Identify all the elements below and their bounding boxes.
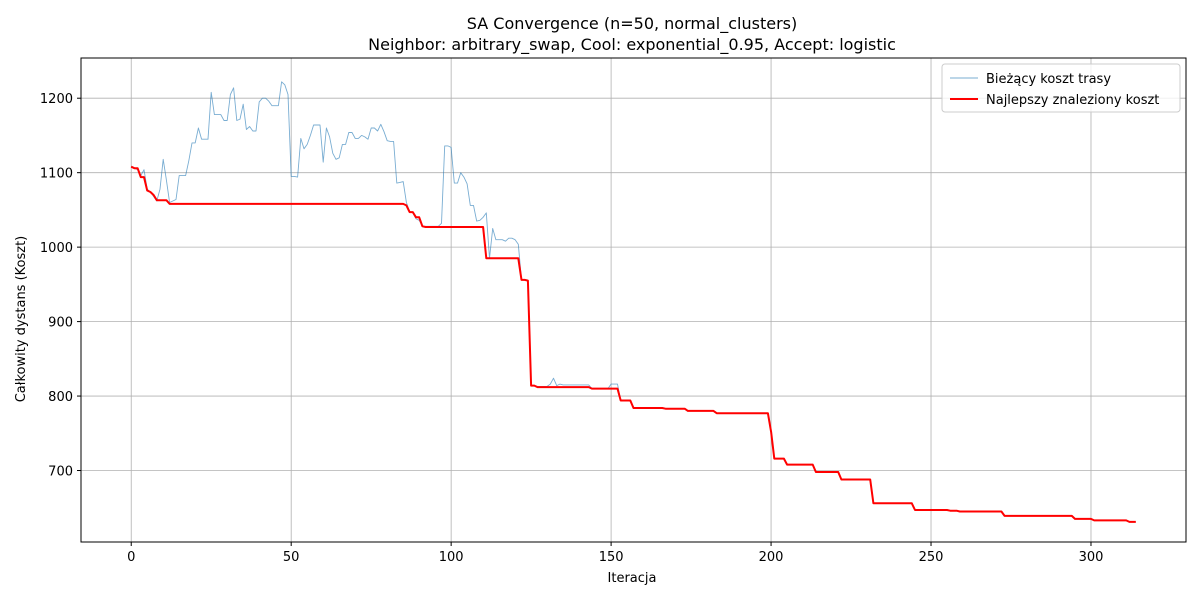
chart-title: SA Convergence (n=50, normal_clusters) [467,14,797,34]
plot-area-frame [80,57,1187,543]
x-axis-label: Iteracja [608,571,657,586]
series-best-cost-line [130,165,1136,523]
series-lines [130,81,1136,523]
x-tick-label: 50 [283,550,300,565]
y-axis-label: Całkowity dystans (Koszt) [14,236,29,403]
x-tick-label: 150 [599,550,624,565]
legend-label-best-cost: Najlepszy znaleziony koszt [986,93,1159,108]
x-tick-label: 300 [1079,550,1104,565]
x-tick-label: 100 [439,550,464,565]
y-tick-label: 700 [48,465,73,480]
grid [81,58,1186,542]
y-tick-label: 1200 [40,92,73,107]
y-tick-label: 1100 [40,167,73,182]
x-tick-label: 0 [127,550,135,565]
y-tick-label: 1000 [40,241,73,256]
y-tick-label: 800 [48,390,73,405]
legend-box [941,63,1181,113]
x-tick-label: 250 [919,550,944,565]
x-tick-label: 200 [759,550,784,565]
legend-label-current-cost: Bieżący koszt trasy [986,72,1111,87]
y-tick-label: 900 [48,316,73,331]
axis-ticks: 0 50 100 150 200 250 300 700 800 900 1000 1100 1200 [40,92,1103,565]
series-current-cost-line [131,81,1136,523]
legend: Bieżący koszt trasy Najlepszy znaleziony… [941,63,1181,113]
chart-subtitle: Neighbor: arbitrary_swap, Cool: exponent… [368,35,896,55]
